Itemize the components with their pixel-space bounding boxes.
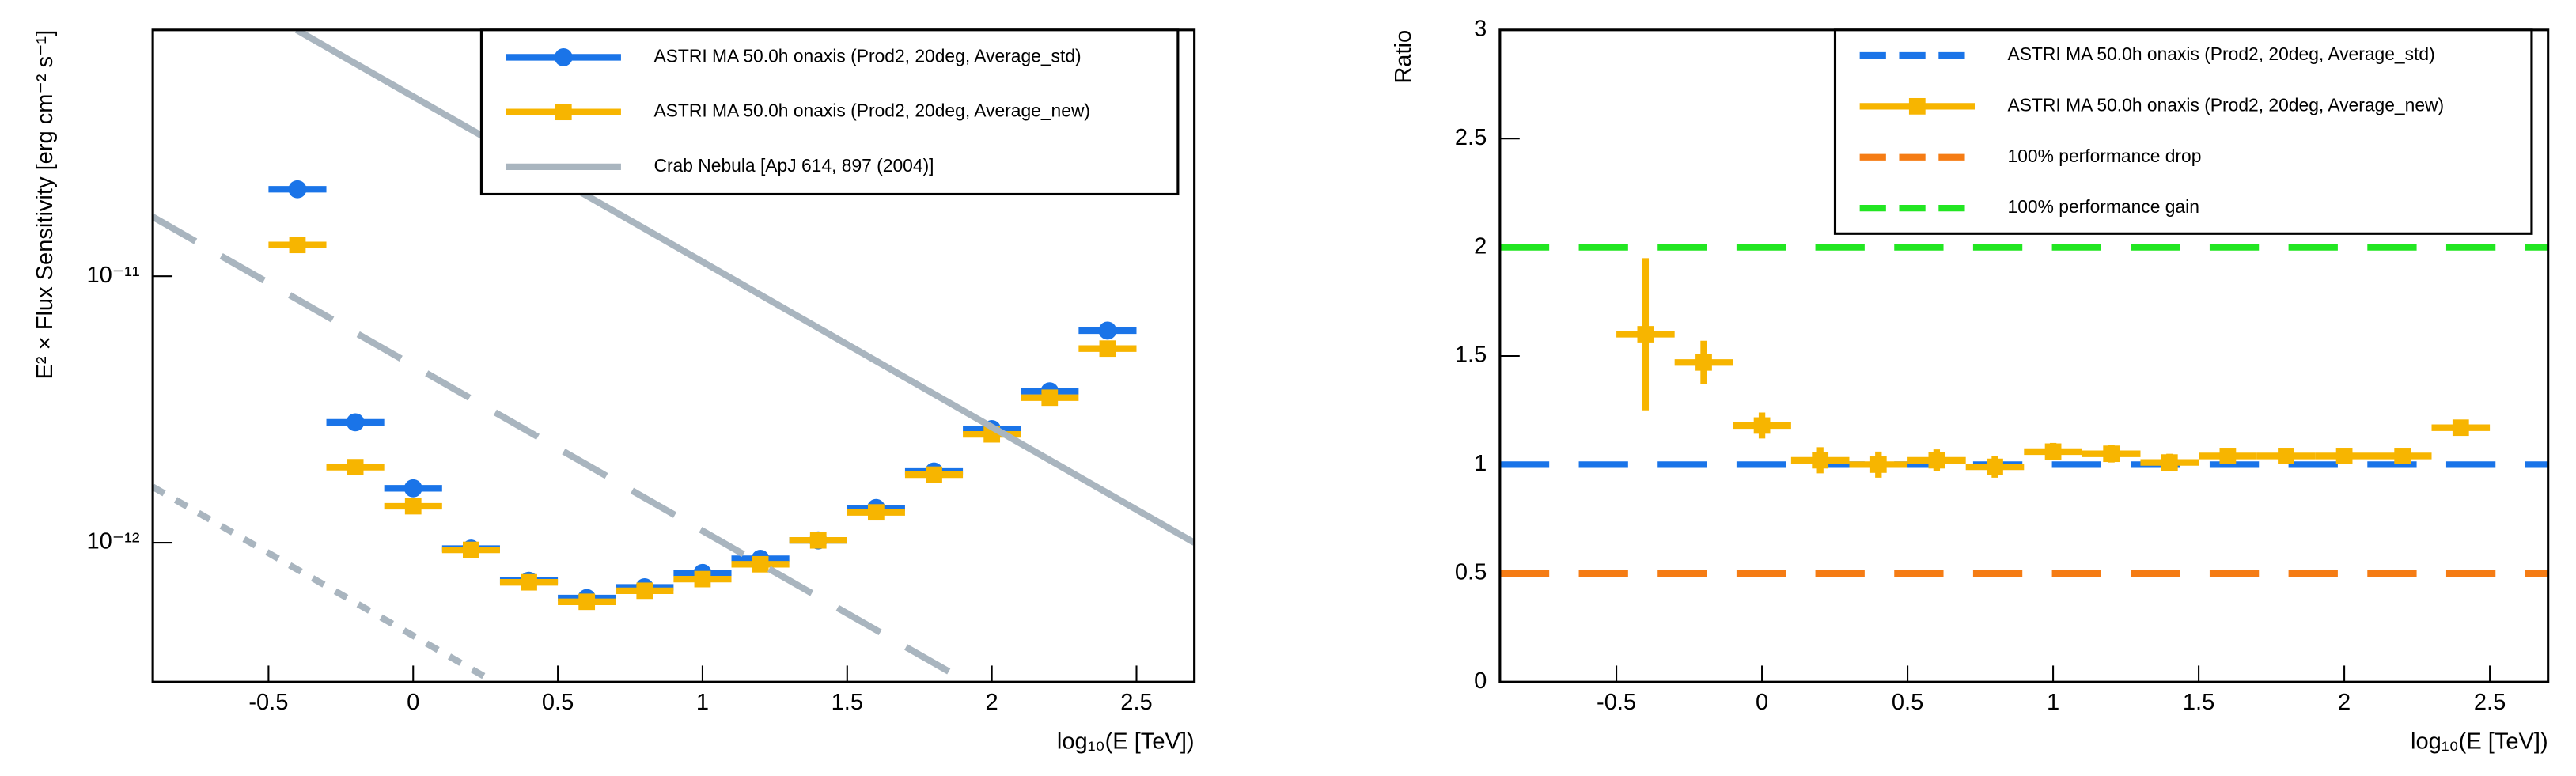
x-tick-label: 0.5: [542, 690, 574, 715]
x-axis-label: log₁₀(E [TeV]): [1057, 729, 1195, 755]
marker: [1041, 389, 1059, 407]
marker: [752, 555, 769, 573]
legend-marker: [554, 48, 573, 66]
marker: [2335, 448, 2353, 464]
legend-label: ASTRI MA 50.0h onaxis (Prod2, 20deg, Ave…: [653, 45, 1081, 66]
legend-marker: [555, 104, 572, 121]
marker: [346, 413, 365, 432]
legend-label: ASTRI MA 50.0h onaxis (Prod2, 20deg, Ave…: [2008, 44, 2435, 64]
y-tick-label: 1: [1474, 451, 1487, 476]
marker: [1637, 326, 1654, 343]
legend-box: [1833, 28, 2533, 235]
x-tick-label: 2.5: [1120, 690, 1152, 715]
x-tick-label: -0.5: [248, 690, 288, 715]
reference-line: [153, 483, 496, 683]
marker: [2103, 445, 2120, 463]
x-tick-label: 1: [696, 690, 709, 715]
plot-area: [1499, 244, 2548, 577]
plot-area: [153, 29, 1195, 683]
legend-label: Crab Nebula [ApJ 614, 897 (2004)]: [653, 155, 934, 176]
marker: [1812, 452, 1829, 469]
y-tick-label: 0.5: [1455, 559, 1487, 585]
marker: [694, 570, 711, 588]
marker: [403, 479, 422, 498]
legend-label: ASTRI MA 50.0h onaxis (Prod2, 20deg, Ave…: [653, 100, 1090, 121]
y-tick-label: 2.5: [1455, 125, 1487, 150]
marker: [2394, 448, 2411, 464]
legend-label: 100% performance gain: [2008, 196, 2199, 217]
x-tick-label: 1.5: [832, 690, 863, 715]
x-axis-label: log₁₀(E [TeV]): [2411, 729, 2548, 755]
marker: [2452, 419, 2469, 437]
x-tick-label: 1.5: [2183, 690, 2214, 715]
x-tick-label: 2.5: [2474, 690, 2506, 715]
y-tick-label: 10⁻¹²: [86, 529, 139, 555]
x-tick-label: 0: [407, 690, 419, 715]
x-tick-label: 2: [2338, 690, 2351, 715]
marker: [1695, 354, 1712, 371]
marker: [867, 504, 885, 521]
marker: [809, 532, 827, 549]
marker: [404, 498, 422, 515]
legend-label: ASTRI MA 50.0h onaxis (Prod2, 20deg, Ave…: [2008, 94, 2445, 115]
marker: [521, 573, 537, 591]
x-tick-label: -0.5: [1597, 690, 1636, 715]
marker: [347, 459, 364, 476]
y-tick-label: 3: [1474, 16, 1487, 41]
y-tick-label: 1.5: [1455, 343, 1487, 368]
marker: [1869, 456, 1887, 473]
marker: [288, 180, 307, 199]
marker: [1928, 452, 1945, 469]
marker: [926, 466, 942, 483]
marker: [1987, 458, 2003, 475]
panel: -0.5 0 0.5 1 1.5 2 2.5 10⁻¹¹ 10⁻¹² log₁₀(E [TeV])…: [32, 28, 1196, 755]
marker: [636, 582, 653, 600]
marker: [2278, 448, 2294, 464]
marker: [1098, 321, 1117, 340]
x-tick-label: 2: [986, 690, 998, 715]
marker: [578, 593, 596, 611]
marker: [1099, 340, 1116, 358]
reference-line: [153, 214, 969, 683]
marker: [1753, 417, 1771, 434]
y-tick-label: 0: [1474, 668, 1487, 694]
marker: [463, 541, 479, 558]
panel: -0.5 0 0.5 1 1.5 2 2.5 0 0.5 1 1.5 2 2.5 3 log₁₀(E [Te…: [1391, 16, 2550, 755]
x-tick-label: 0.5: [1892, 690, 1923, 715]
y-tick-label: 2: [1474, 233, 1487, 259]
x-tick-label: 1: [2047, 690, 2059, 715]
marker: [2219, 448, 2237, 464]
y-tick-label: 10⁻¹¹: [86, 263, 139, 288]
reference-line: [294, 29, 1195, 546]
marker: [289, 237, 306, 254]
y-axis-label: E² × Flux Sensitivity [erg cm⁻² s⁻¹]: [32, 30, 58, 380]
legend-marker: [1908, 97, 1926, 115]
legend-label: 100% performance drop: [2008, 146, 2202, 166]
marker: [2044, 443, 2062, 460]
y-axis-label: Ratio: [1391, 30, 1416, 84]
x-tick-label: 0: [1756, 690, 1768, 715]
marker: [2161, 454, 2178, 471]
